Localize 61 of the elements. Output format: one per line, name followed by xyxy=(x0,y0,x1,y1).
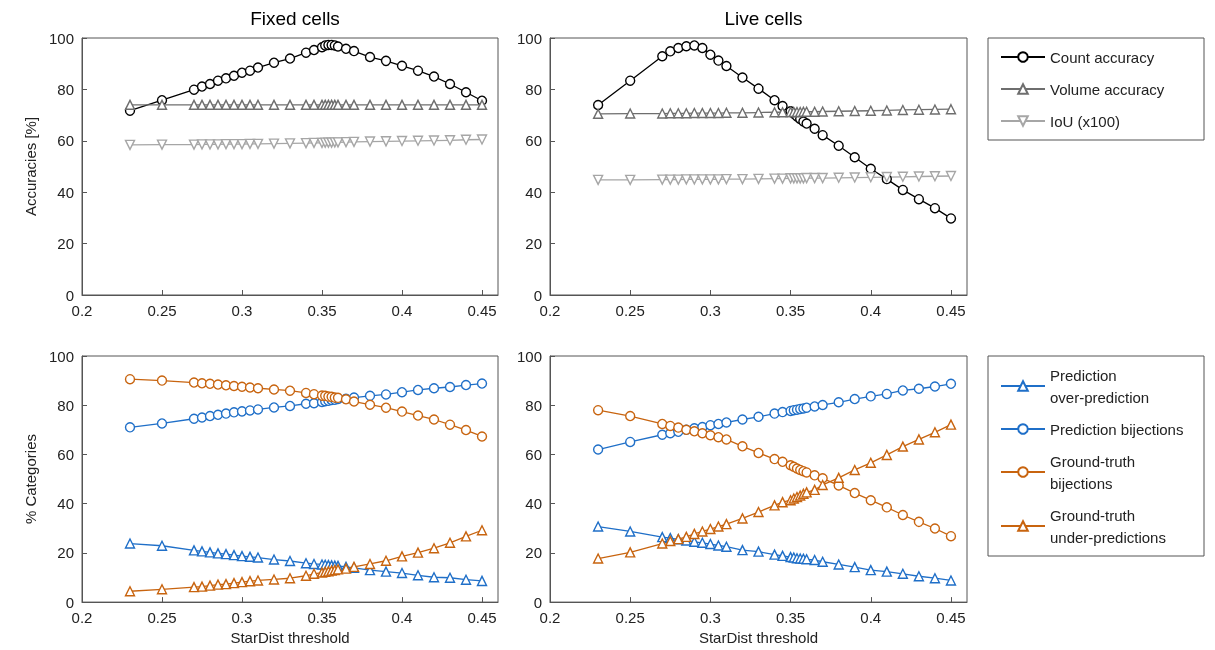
y-tick-label: 60 xyxy=(525,132,542,150)
y-tick-label: 0 xyxy=(533,593,542,611)
y-tick-label: 80 xyxy=(525,80,542,98)
y-axis-title: % Categories xyxy=(22,434,39,525)
x-tick-label: 0.4 xyxy=(860,609,882,627)
x-tick-label: 0.25 xyxy=(615,302,645,319)
y-tick-label: 40 xyxy=(525,495,542,513)
x-tick-label: 0.3 xyxy=(231,609,253,627)
x-tick-label: 0.2 xyxy=(71,609,93,627)
x-tick-label: 0.45 xyxy=(467,302,497,319)
x-tick-label: 0.2 xyxy=(539,302,561,319)
y-tick-label: 20 xyxy=(525,544,542,562)
legend-label: Ground-truth bijections xyxy=(1050,452,1140,492)
y-tick-label: 0 xyxy=(65,593,74,611)
y-tick-label: 60 xyxy=(525,445,542,463)
x-tick-label: 0.35 xyxy=(775,609,806,627)
legend-label: Volume accuracy xyxy=(1050,80,1165,98)
y-axis-title: Accuracies [%] xyxy=(22,116,39,217)
x-tick-label: 0.35 xyxy=(775,302,806,319)
y-tick-label: 20 xyxy=(525,235,542,253)
y-tick-label: 60 xyxy=(57,445,74,463)
y-tick-label: 20 xyxy=(57,544,74,562)
chart-title: Live cells xyxy=(724,8,803,29)
legend-label: Count accuracy xyxy=(1050,48,1155,66)
y-tick-label: 40 xyxy=(525,183,542,201)
chart-title: Fixed cells xyxy=(250,8,340,29)
x-tick-label: 0.35 xyxy=(307,302,337,319)
y-tick-label: 100 xyxy=(516,347,542,365)
y-tick-label: 80 xyxy=(57,396,74,414)
y-tick-label: 0 xyxy=(65,286,74,304)
y-tick-label: 100 xyxy=(516,29,542,47)
x-tick-label: 0.4 xyxy=(860,302,882,319)
x-tick-label: 0.25 xyxy=(615,609,645,627)
x-axis-title: StarDist threshold xyxy=(230,629,350,646)
legend-label: IoU (x100) xyxy=(1050,112,1121,130)
x-tick-label: 0.25 xyxy=(147,609,177,627)
legend-label: Prediction over-prediction xyxy=(1050,366,1150,406)
x-tick-label: 0.45 xyxy=(936,609,966,627)
x-tick-label: 0.3 xyxy=(231,302,253,319)
y-tick-label: 100 xyxy=(48,29,74,47)
legend-label: Prediction bijections xyxy=(1050,420,1184,438)
x-axis-title: StarDist threshold xyxy=(698,629,819,646)
x-tick-label: 0.35 xyxy=(307,609,337,627)
y-tick-label: 100 xyxy=(48,347,74,365)
x-tick-label: 0.4 xyxy=(391,609,413,627)
x-tick-label: 0.4 xyxy=(391,302,413,319)
x-tick-label: 0.25 xyxy=(147,302,177,319)
x-tick-label: 0.2 xyxy=(71,302,93,319)
x-tick-label: 0.2 xyxy=(539,609,561,627)
y-tick-label: 40 xyxy=(57,183,74,201)
x-tick-label: 0.45 xyxy=(467,609,497,627)
y-tick-label: 20 xyxy=(57,235,74,253)
y-tick-label: 40 xyxy=(57,495,74,513)
x-tick-label: 0.3 xyxy=(699,609,721,627)
y-tick-label: 80 xyxy=(57,80,74,98)
y-tick-label: 0 xyxy=(533,286,542,304)
y-tick-label: 60 xyxy=(57,132,74,150)
y-tick-label: 80 xyxy=(525,396,542,414)
legend-label: Ground-truth under-predictions xyxy=(1050,506,1166,546)
x-tick-label: 0.45 xyxy=(936,302,966,319)
x-tick-label: 0.3 xyxy=(699,302,721,319)
